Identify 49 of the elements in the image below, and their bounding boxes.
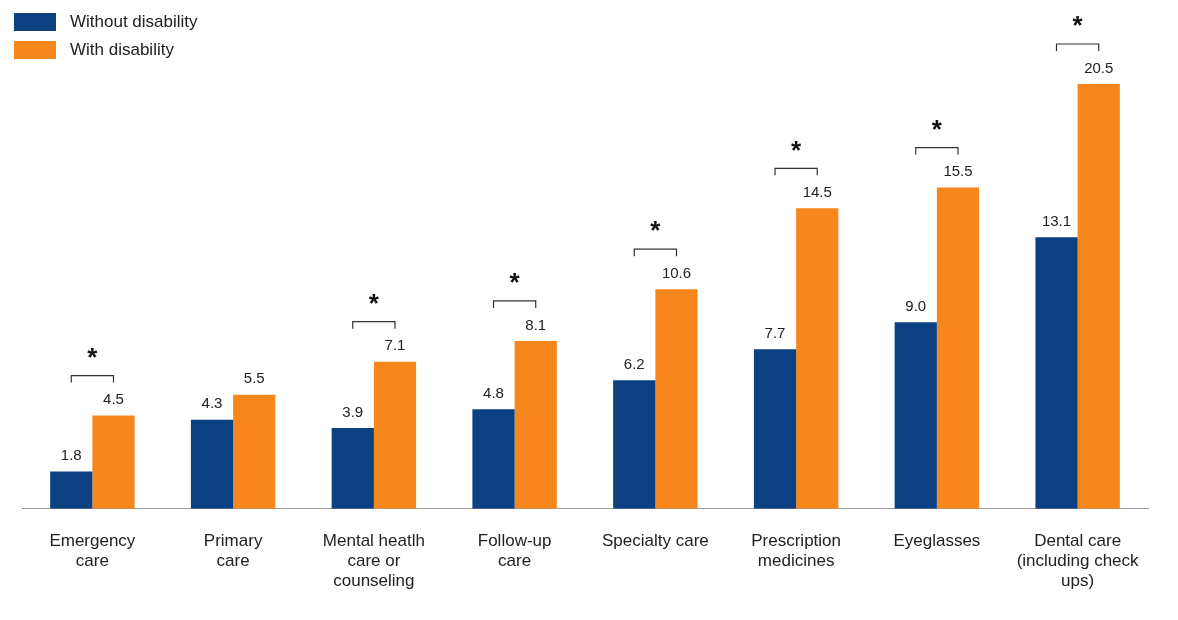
legend-label: Without disability (70, 12, 198, 32)
bar (233, 394, 276, 509)
data-label: 4.5 (103, 390, 124, 408)
x-tick-label: Emergency care (49, 530, 136, 571)
annotation: * (87, 341, 99, 372)
bar (894, 322, 937, 509)
data-label: 7.1 (384, 336, 406, 354)
data-label: 13.1 (1041, 211, 1072, 229)
data-label: 6.2 (623, 354, 645, 372)
x-tick-label: Eyeglasses (893, 530, 981, 550)
data-label: 5.5 (243, 369, 265, 387)
data-label: 20.5 (1084, 58, 1114, 76)
data-label: 8.1 (525, 315, 547, 333)
annotation: * (791, 134, 803, 165)
x-tick-label: Specialty care (601, 530, 709, 550)
annotation: * (1072, 10, 1084, 41)
data-label: 3.9 (342, 402, 364, 420)
bar (613, 380, 656, 509)
data-label: 9.0 (905, 296, 927, 314)
annotation: * (931, 113, 943, 144)
data-label: 7.7 (764, 323, 786, 341)
bar (514, 340, 557, 509)
bar (796, 208, 839, 509)
annotation: * (509, 267, 521, 298)
bar (50, 471, 93, 509)
bar (190, 419, 234, 509)
bar (753, 349, 797, 509)
data-label: 1.8 (60, 446, 82, 464)
bar (655, 289, 698, 509)
x-tick-label: Mental heatlh care or counseling (322, 530, 425, 591)
data-label: 10.6 (661, 263, 692, 281)
data-label: 14.5 (802, 182, 832, 200)
legend-label: With disability (70, 40, 174, 60)
data-label: 15.5 (943, 162, 973, 180)
bar (331, 427, 374, 509)
bar (1077, 84, 1120, 509)
bar (472, 409, 515, 509)
bar (936, 187, 980, 509)
data-label: 4.8 (483, 383, 504, 401)
annotation: * (650, 215, 662, 246)
x-tick-label: Dental care (including check ups) (1016, 530, 1140, 591)
x-tick-label: Follow-up care (477, 530, 552, 571)
annotation: * (368, 287, 380, 318)
bar (1035, 237, 1078, 509)
bar (92, 415, 135, 509)
data-label: 4.3 (201, 394, 223, 412)
x-tick-label: Prescription medicines (751, 530, 842, 571)
x-tick-label: Primary care (203, 530, 263, 571)
bar (373, 361, 417, 509)
